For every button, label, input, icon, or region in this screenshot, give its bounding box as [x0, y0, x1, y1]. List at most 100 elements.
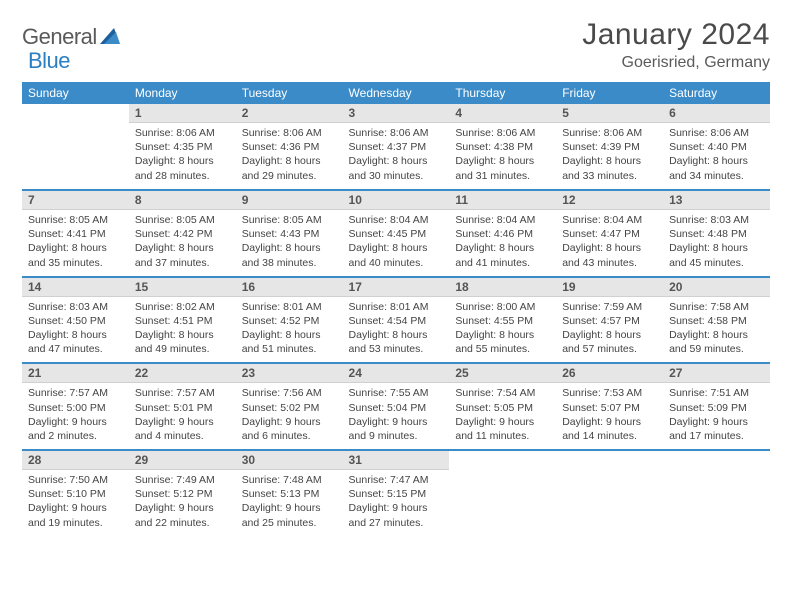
daylight-line1: Daylight: 8 hours	[562, 241, 657, 255]
daylight-line2: and 22 minutes.	[135, 516, 230, 530]
calendar-day-cell: 24Sunrise: 7:55 AMSunset: 5:04 PMDayligh…	[343, 363, 450, 450]
sunset-text: Sunset: 4:39 PM	[562, 140, 657, 154]
sunrise-text: Sunrise: 7:48 AM	[242, 473, 337, 487]
daylight-line1: Daylight: 8 hours	[28, 328, 123, 342]
sunset-text: Sunset: 5:02 PM	[242, 401, 337, 415]
day-body: Sunrise: 8:06 AMSunset: 4:37 PMDaylight:…	[343, 123, 450, 189]
daylight-line1: Daylight: 8 hours	[135, 328, 230, 342]
day-number	[556, 451, 663, 455]
calendar-day-cell: 20Sunrise: 7:58 AMSunset: 4:58 PMDayligh…	[663, 277, 770, 364]
calendar-day-cell: 17Sunrise: 8:01 AMSunset: 4:54 PMDayligh…	[343, 277, 450, 364]
sunrise-text: Sunrise: 8:06 AM	[669, 126, 764, 140]
sunrise-text: Sunrise: 7:58 AM	[669, 300, 764, 314]
day-number: 22	[129, 364, 236, 383]
day-number	[663, 451, 770, 455]
day-number	[449, 451, 556, 455]
day-body: Sunrise: 7:57 AMSunset: 5:01 PMDaylight:…	[129, 383, 236, 449]
daylight-line2: and 35 minutes.	[28, 256, 123, 270]
calendar-body: 1Sunrise: 8:06 AMSunset: 4:35 PMDaylight…	[22, 104, 770, 536]
calendar-day-cell: 26Sunrise: 7:53 AMSunset: 5:07 PMDayligh…	[556, 363, 663, 450]
day-body: Sunrise: 7:51 AMSunset: 5:09 PMDaylight:…	[663, 383, 770, 449]
day-body: Sunrise: 7:49 AMSunset: 5:12 PMDaylight:…	[129, 470, 236, 536]
daylight-line2: and 19 minutes.	[28, 516, 123, 530]
sunrise-text: Sunrise: 8:01 AM	[349, 300, 444, 314]
daylight-line2: and 2 minutes.	[28, 429, 123, 443]
sunset-text: Sunset: 5:15 PM	[349, 487, 444, 501]
calendar-day-cell: 27Sunrise: 7:51 AMSunset: 5:09 PMDayligh…	[663, 363, 770, 450]
sunrise-text: Sunrise: 8:00 AM	[455, 300, 550, 314]
daylight-line2: and 34 minutes.	[669, 169, 764, 183]
day-number: 9	[236, 191, 343, 210]
day-body: Sunrise: 7:56 AMSunset: 5:02 PMDaylight:…	[236, 383, 343, 449]
day-body: Sunrise: 8:03 AMSunset: 4:48 PMDaylight:…	[663, 210, 770, 276]
sunset-text: Sunset: 5:07 PM	[562, 401, 657, 415]
daylight-line1: Daylight: 9 hours	[28, 415, 123, 429]
calendar-head: SundayMondayTuesdayWednesdayThursdayFrid…	[22, 82, 770, 104]
daylight-line2: and 29 minutes.	[242, 169, 337, 183]
calendar-day-cell: 13Sunrise: 8:03 AMSunset: 4:48 PMDayligh…	[663, 190, 770, 277]
day-number: 3	[343, 104, 450, 123]
daylight-line1: Daylight: 9 hours	[349, 415, 444, 429]
day-number: 6	[663, 104, 770, 123]
calendar-day-cell: 31Sunrise: 7:47 AMSunset: 5:15 PMDayligh…	[343, 450, 450, 536]
day-number: 19	[556, 278, 663, 297]
sunrise-text: Sunrise: 7:50 AM	[28, 473, 123, 487]
daylight-line2: and 37 minutes.	[135, 256, 230, 270]
location: Goerisried, Germany	[582, 54, 770, 72]
daylight-line2: and 25 minutes.	[242, 516, 337, 530]
calendar-day-cell: 9Sunrise: 8:05 AMSunset: 4:43 PMDaylight…	[236, 190, 343, 277]
day-body: Sunrise: 8:06 AMSunset: 4:35 PMDaylight:…	[129, 123, 236, 189]
day-number: 7	[22, 191, 129, 210]
calendar-week-row: 14Sunrise: 8:03 AMSunset: 4:50 PMDayligh…	[22, 277, 770, 364]
daylight-line2: and 14 minutes.	[562, 429, 657, 443]
daylight-line1: Daylight: 9 hours	[669, 415, 764, 429]
logo-text-blue-wrap: Blue	[28, 48, 70, 74]
sunset-text: Sunset: 4:50 PM	[28, 314, 123, 328]
daylight-line2: and 28 minutes.	[135, 169, 230, 183]
daylight-line1: Daylight: 8 hours	[669, 241, 764, 255]
daylight-line1: Daylight: 9 hours	[242, 415, 337, 429]
weekday-header: Monday	[129, 82, 236, 104]
sunrise-text: Sunrise: 8:04 AM	[455, 213, 550, 227]
daylight-line1: Daylight: 8 hours	[562, 154, 657, 168]
daylight-line2: and 11 minutes.	[455, 429, 550, 443]
sunrise-text: Sunrise: 8:05 AM	[28, 213, 123, 227]
day-number: 31	[343, 451, 450, 470]
day-number: 20	[663, 278, 770, 297]
daylight-line1: Daylight: 8 hours	[135, 154, 230, 168]
sunset-text: Sunset: 4:51 PM	[135, 314, 230, 328]
sunset-text: Sunset: 5:01 PM	[135, 401, 230, 415]
sunset-text: Sunset: 4:40 PM	[669, 140, 764, 154]
daylight-line2: and 30 minutes.	[349, 169, 444, 183]
calendar-day-cell: 6Sunrise: 8:06 AMSunset: 4:40 PMDaylight…	[663, 104, 770, 190]
day-number: 12	[556, 191, 663, 210]
day-number: 24	[343, 364, 450, 383]
calendar-day-cell: 7Sunrise: 8:05 AMSunset: 4:41 PMDaylight…	[22, 190, 129, 277]
day-number: 23	[236, 364, 343, 383]
sunrise-text: Sunrise: 8:06 AM	[349, 126, 444, 140]
calendar-day-cell: 3Sunrise: 8:06 AMSunset: 4:37 PMDaylight…	[343, 104, 450, 190]
sunset-text: Sunset: 4:35 PM	[135, 140, 230, 154]
calendar-day-cell: 4Sunrise: 8:06 AMSunset: 4:38 PMDaylight…	[449, 104, 556, 190]
sunset-text: Sunset: 5:04 PM	[349, 401, 444, 415]
daylight-line2: and 57 minutes.	[562, 342, 657, 356]
calendar-day-cell: 28Sunrise: 7:50 AMSunset: 5:10 PMDayligh…	[22, 450, 129, 536]
daylight-line1: Daylight: 8 hours	[562, 328, 657, 342]
sunrise-text: Sunrise: 8:05 AM	[242, 213, 337, 227]
sunset-text: Sunset: 5:05 PM	[455, 401, 550, 415]
calendar-table: SundayMondayTuesdayWednesdayThursdayFrid…	[22, 82, 770, 536]
calendar-day-cell: 21Sunrise: 7:57 AMSunset: 5:00 PMDayligh…	[22, 363, 129, 450]
day-body: Sunrise: 8:01 AMSunset: 4:54 PMDaylight:…	[343, 297, 450, 363]
sunrise-text: Sunrise: 7:54 AM	[455, 386, 550, 400]
day-body: Sunrise: 8:06 AMSunset: 4:36 PMDaylight:…	[236, 123, 343, 189]
sunrise-text: Sunrise: 8:04 AM	[562, 213, 657, 227]
daylight-line1: Daylight: 8 hours	[455, 241, 550, 255]
sunset-text: Sunset: 4:57 PM	[562, 314, 657, 328]
day-body: Sunrise: 7:53 AMSunset: 5:07 PMDaylight:…	[556, 383, 663, 449]
title-block: January 2024 Goerisried, Germany	[582, 18, 770, 72]
day-body: Sunrise: 8:04 AMSunset: 4:46 PMDaylight:…	[449, 210, 556, 276]
sunrise-text: Sunrise: 7:47 AM	[349, 473, 444, 487]
sunset-text: Sunset: 4:36 PM	[242, 140, 337, 154]
day-number: 18	[449, 278, 556, 297]
calendar-day-cell: 22Sunrise: 7:57 AMSunset: 5:01 PMDayligh…	[129, 363, 236, 450]
